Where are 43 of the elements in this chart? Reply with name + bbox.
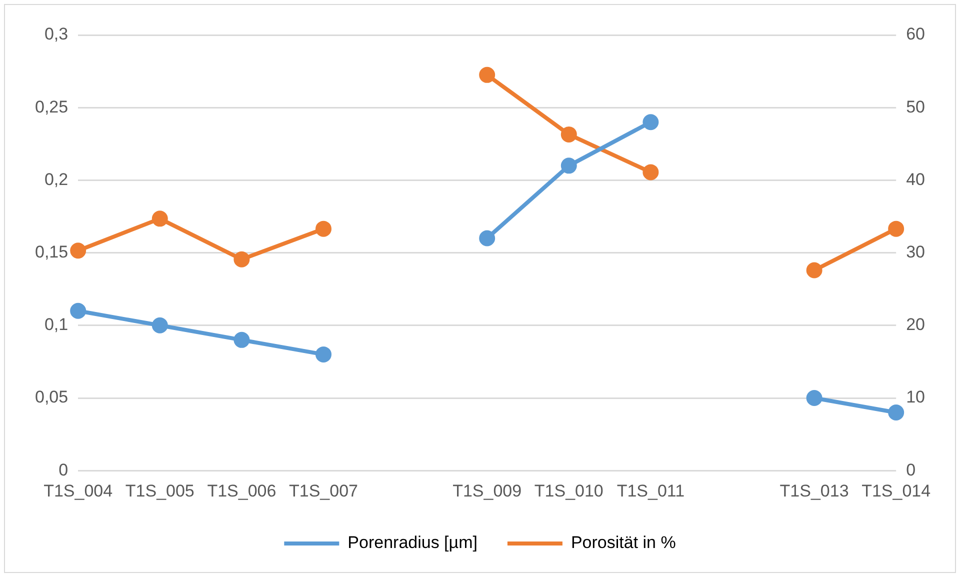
point <box>560 158 577 174</box>
point <box>234 251 250 268</box>
point <box>806 262 822 278</box>
point <box>70 242 86 259</box>
point <box>642 114 659 130</box>
y-tick-label: 0,2 <box>44 170 68 189</box>
y2-tick-label: 20 <box>906 315 926 334</box>
point <box>888 220 904 237</box>
point <box>806 390 822 406</box>
y2-tick-label: 50 <box>906 97 926 116</box>
y2-tick-label: 40 <box>906 170 926 189</box>
y2-tick-label: 30 <box>906 242 926 262</box>
point <box>234 332 250 348</box>
point <box>642 164 659 180</box>
legend-label: Porenradius [µm] <box>348 533 478 552</box>
y-tick-label: 0,1 <box>44 315 68 334</box>
x-tick-label: T1S_009 <box>452 481 522 500</box>
x-tick-label: T1S_014 <box>862 481 931 500</box>
x-tick-label: T1S_011 <box>616 481 685 500</box>
y-tick-label: 0,15 <box>34 242 68 262</box>
legend-label: Porosität in % <box>570 533 676 552</box>
x-tick-label: T1S_004 <box>44 481 113 500</box>
point <box>152 210 168 227</box>
point <box>152 317 168 334</box>
y-tick-label: 0,05 <box>34 388 68 407</box>
point <box>560 126 577 142</box>
y2-tick-label: 60 <box>906 24 926 44</box>
point <box>315 220 332 237</box>
point <box>888 404 904 421</box>
y-tick-label: 0 <box>58 460 68 480</box>
point <box>315 346 332 362</box>
x-tick-label: T1S_013 <box>780 481 849 500</box>
x-tick-label: T1S_007 <box>288 481 358 500</box>
x-tick-label: T1S_010 <box>534 481 604 500</box>
x-tick-label: T1S_005 <box>125 481 194 500</box>
point <box>479 66 496 83</box>
x-tick-label: T1S_006 <box>207 481 276 500</box>
point <box>479 230 496 246</box>
y-tick-label: 0,3 <box>44 24 68 44</box>
point <box>70 302 86 319</box>
y2-tick-label: 10 <box>906 388 926 407</box>
y-tick-label: 0,25 <box>34 97 68 116</box>
y2-tick-label: 0 <box>906 460 916 480</box>
